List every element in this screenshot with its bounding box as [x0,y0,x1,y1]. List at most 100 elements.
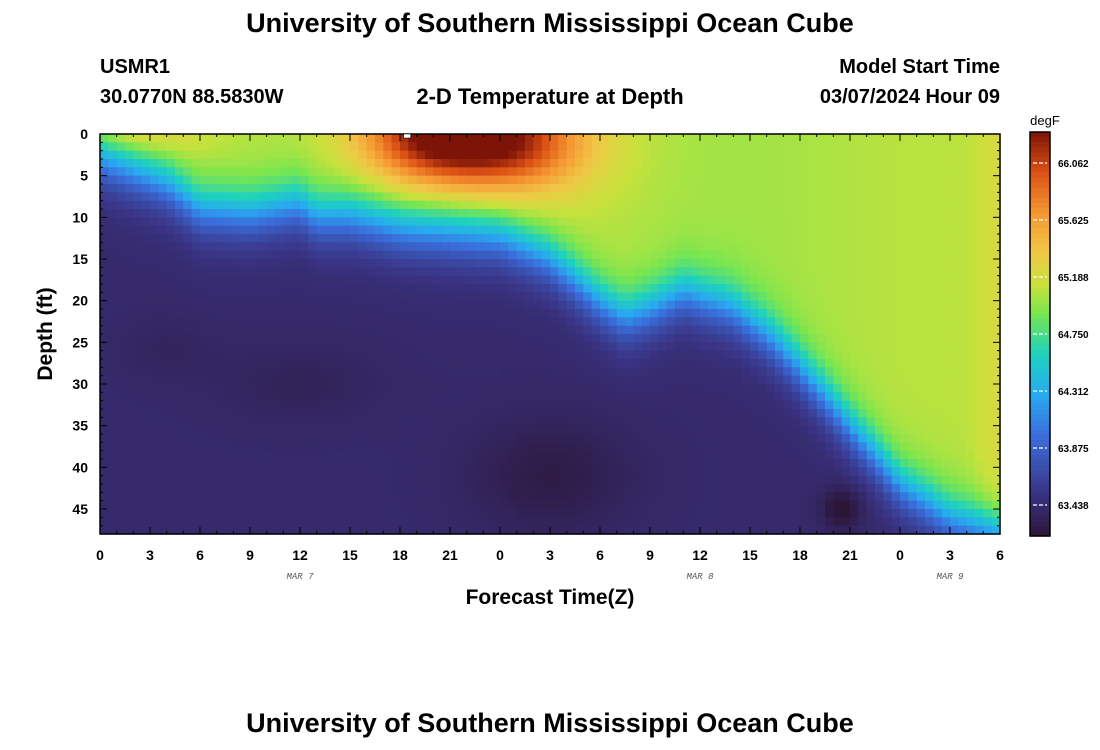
heatmap-cell [375,134,384,143]
heatmap-cell [808,150,818,160]
heatmap-cell [233,325,243,335]
heatmap-cell [700,500,709,510]
heatmap-cell [741,159,751,168]
heatmap-cell [933,359,943,368]
heatmap-cell [650,184,659,193]
heatmap-cell [150,509,159,518]
heatmap-cell [725,392,734,402]
heatmap-cell [383,425,393,435]
heatmap-cell [500,167,509,177]
heatmap-cell [516,384,526,393]
heatmap-cell [766,509,776,518]
heatmap-cell [800,509,809,518]
heatmap-cell [741,167,751,177]
heatmap-cell [616,384,626,393]
heatmap-cell [741,234,751,243]
heatmap-cell [108,367,118,377]
heatmap-cell [241,359,251,368]
heatmap-cell [308,350,318,360]
heatmap-cell [300,342,309,352]
heatmap-cell [200,442,209,452]
heatmap-cell [483,134,493,143]
heatmap-cell [216,275,226,285]
heatmap-cell [333,484,343,493]
heatmap-cell [350,509,359,518]
heatmap-cell [100,150,109,160]
heatmap-cell [758,342,768,352]
heatmap-cell [425,175,434,185]
heatmap-cell [891,509,901,518]
heatmap-cell [408,384,418,393]
heatmap-cell [341,442,351,452]
heatmap-cell [325,300,334,310]
heatmap-cell [200,375,209,385]
heatmap-cell [391,450,401,460]
heatmap-cell [633,250,643,260]
heatmap-cell [608,267,618,277]
heatmap-cell [375,150,384,160]
heatmap-cell [491,500,501,510]
heatmap-cell [216,159,226,168]
heatmap-cell [508,492,518,502]
heatmap-cell [166,225,176,235]
heatmap-cell [325,475,334,485]
heatmap-cell [925,159,934,168]
heatmap-cell [441,434,451,443]
heatmap-cell [116,342,126,352]
heatmap-cell [450,525,459,535]
heatmap-cell [133,175,143,185]
heatmap-cell [891,217,901,227]
heatmap-cell [625,417,634,427]
heatmap-cell [233,275,243,285]
heatmap-cell [775,325,784,335]
heatmap-cell [766,342,776,352]
heatmap-cell [500,309,509,318]
heatmap-cell [833,367,843,377]
heatmap-cell [300,475,309,485]
heatmap-cell [441,409,451,418]
heatmap-cell [800,517,809,527]
heatmap-cell [941,242,951,252]
heatmap-cell [258,509,268,518]
heatmap-cell [400,292,409,302]
heatmap-cell [308,217,318,227]
heatmap-cell [575,292,584,302]
heatmap-cell [208,200,218,210]
heatmap-cell [933,134,943,143]
heatmap-cell [183,500,193,510]
heatmap-cell [266,167,276,177]
heatmap-cell [383,500,393,510]
heatmap-cell [833,242,843,252]
heatmap-cell [658,459,668,468]
heatmap-cell [625,459,634,468]
heatmap-cell [191,167,201,177]
heatmap-cell [883,300,893,310]
heatmap-cell [275,334,284,343]
heatmap-cell [525,192,534,202]
heatmap-cell [508,184,518,193]
heatmap-cell [950,334,959,343]
heatmap-cell [700,284,709,293]
heatmap-cell [866,492,876,502]
heatmap-cell [325,209,334,218]
heatmap-cell [725,342,734,352]
heatmap-cell [666,184,676,193]
heatmap-cell [466,425,476,435]
heatmap-cell [350,517,359,527]
heatmap-cell [233,342,243,352]
heatmap-cell [691,150,701,160]
heatmap-cell [875,525,884,535]
heatmap-cell [891,375,901,385]
heatmap-cell [916,184,926,193]
heatmap-cell [858,267,868,277]
heatmap-cell [933,409,943,418]
heatmap-cell [783,275,793,285]
heatmap-cell [800,375,809,385]
heatmap-cell [891,384,901,393]
heatmap-cell [841,484,851,493]
heatmap-cell [758,517,768,527]
heatmap-cell [416,359,426,368]
heatmap-cell [283,450,293,460]
heatmap-cell [200,350,209,360]
heatmap-cell [208,467,218,477]
